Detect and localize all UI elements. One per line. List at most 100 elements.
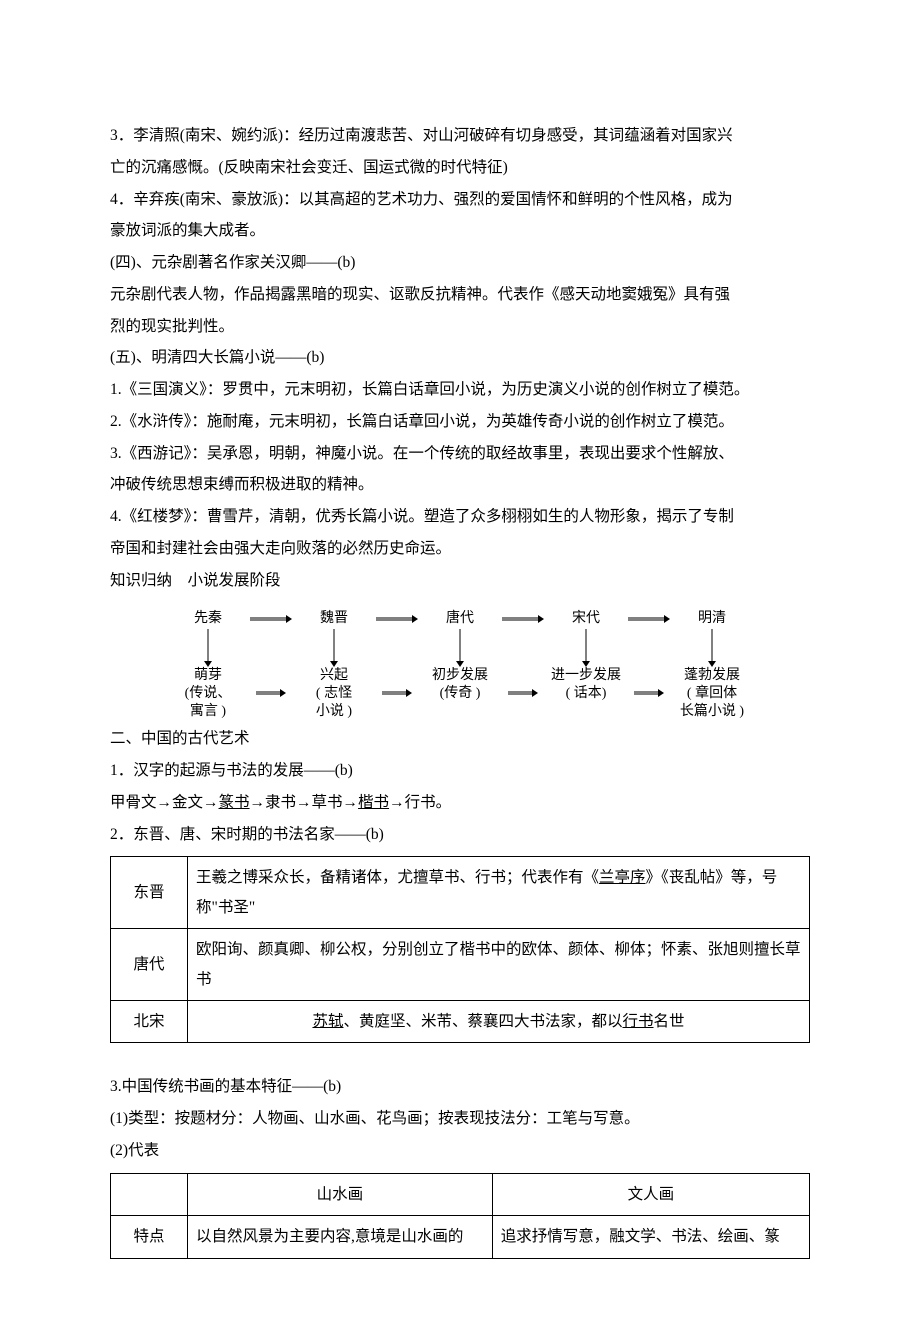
text: 1．汉字的起源与书法的发展——(b) bbox=[110, 762, 353, 779]
novel-evolution-flowchart: 先秦 魏晋 唐代 宋代 明清 bbox=[110, 610, 810, 721]
section-heading: (五)、明清四大长篇小说——(b) bbox=[110, 342, 810, 374]
arrow-down-icon bbox=[674, 629, 750, 667]
paragraph: 4．辛弃疾(南宋、豪放派)：以其高超的艺术功力、强烈的爱国情怀和鲜明的个性风格，… bbox=[110, 184, 810, 216]
flowchart-vertical-arrows bbox=[110, 629, 810, 667]
arrow-right-icon bbox=[256, 689, 286, 699]
underlined-term: 苏轼 bbox=[312, 1013, 343, 1030]
flowchart-node: ( 志怪 bbox=[296, 685, 372, 703]
flowchart-node: ( 章回体 bbox=[674, 685, 750, 703]
flowchart-node: 魏晋 bbox=[296, 610, 372, 628]
text: 4．辛弃疾(南宋、豪放派)：以其高超的艺术功力、强烈的爱国情怀和鲜明的个性风格，… bbox=[110, 191, 733, 208]
text: 3.中国传统书画的基本特征——(b) bbox=[110, 1078, 341, 1095]
text: 元杂剧代表人物，作品揭露黑暗的现实、讴歌反抗精神。代表作《感天动地窦娥冤》具有强 bbox=[110, 286, 730, 303]
content-cell: 追求抒情写意，融文学、书法、绘画、篆 bbox=[492, 1216, 809, 1258]
table-row: 唐代 欧阳询、颜真卿、柳公权，分别创立了楷书中的欧体、颜体、柳体；怀素、张旭则擅… bbox=[111, 929, 810, 1001]
table-row: 北宋 苏轼、黄庭坚、米芾、蔡襄四大书法家，都以行书名世 bbox=[111, 1001, 810, 1043]
flowchart-bottom-row2: (传说、 ( 志怪 (传奇 ) ( 话本) ( 章回体 bbox=[110, 685, 810, 703]
text: 豪放词派的集大成者。 bbox=[110, 222, 265, 239]
arrow-wrap bbox=[498, 689, 548, 699]
dynasty-cell: 北宋 bbox=[111, 1001, 188, 1043]
arrow-down-icon bbox=[548, 629, 624, 667]
paragraph: 1.《三国演义》：罗贯中，元末明初，长篇白话章回小说，为历史演义小说的创作树立了… bbox=[110, 374, 810, 406]
text: 3．李清照(南宋、婉约派)：经历过南渡悲苦、对山河破碎有切身感受，其词蕴涵着对国… bbox=[110, 127, 733, 144]
text: 、黄庭坚、米芾、蔡襄四大书法家，都以 bbox=[343, 1013, 622, 1030]
paragraph: 2．东晋、唐、宋时期的书法名家——(b) bbox=[110, 819, 810, 851]
text: 烈的现实批判性。 bbox=[110, 318, 234, 335]
text: 2．东晋、唐、宋时期的书法名家——(b) bbox=[110, 826, 384, 843]
underlined-term: 行书 bbox=[623, 1013, 654, 1030]
table-row: 特点 以自然风景为主要内容,意境是山水画的 追求抒情写意，融文学、书法、绘画、篆 bbox=[111, 1216, 810, 1258]
text: 帝国和封建社会由强大走向败落的必然历史命运。 bbox=[110, 540, 451, 557]
painting-comparison-table: 山水画 文人画 特点 以自然风景为主要内容,意境是山水画的 追求抒情写意，融文学… bbox=[110, 1173, 810, 1259]
table-row: 山水画 文人画 bbox=[111, 1173, 810, 1215]
arrow-right-icon bbox=[508, 689, 538, 699]
arrow-right-icon bbox=[376, 615, 418, 625]
table-row: 东晋 王羲之博采众长，备精诸体，尤擅草书、行书；代表作有《兰亭序》《丧乱帖》等，… bbox=[111, 857, 810, 929]
section-heading: 二、中国的古代艺术 bbox=[110, 723, 810, 755]
paragraph: 冲破传统思想束缚而积极进取的精神。 bbox=[110, 469, 810, 501]
paragraph: 甲骨文→金文→篆书→隶书→草书→楷书→行书。 bbox=[110, 787, 810, 819]
header-cell bbox=[111, 1173, 188, 1215]
text: 4.《红楼梦》：曹雪芹，清朝，优秀长篇小说。塑造了众多栩栩如生的人物形象，揭示了… bbox=[110, 508, 734, 525]
arrow-down-icon bbox=[170, 629, 246, 667]
arrow-right-icon bbox=[382, 689, 412, 699]
dynasty-cell: 唐代 bbox=[111, 929, 188, 1001]
flowchart-node: (传说、 bbox=[170, 685, 246, 703]
content-cell: 欧阳询、颜真卿、柳公权，分别创立了楷书中的欧体、颜体、柳体；怀素、张旭则擅长草书 bbox=[188, 929, 810, 1001]
content-cell: 苏轼、黄庭坚、米芾、蔡襄四大书法家，都以行书名世 bbox=[188, 1001, 810, 1043]
paragraph: 元杂剧代表人物，作品揭露黑暗的现实、讴歌反抗精神。代表作《感天动地窦娥冤》具有强 bbox=[110, 279, 810, 311]
text: 亡的沉痛感慨。(反映南宋社会变迁、国运式微的时代特征) bbox=[110, 159, 508, 176]
text: (2)代表 bbox=[110, 1142, 159, 1159]
paragraph: 1．汉字的起源与书法的发展——(b) bbox=[110, 755, 810, 787]
paragraph: (1)类型：按题材分：人物画、山水画、花鸟画；按表现技法分：工笔与写意。 bbox=[110, 1103, 810, 1135]
flowchart-node: 宋代 bbox=[548, 610, 624, 628]
header-cell: 文人画 bbox=[492, 1173, 809, 1215]
text: 名世 bbox=[654, 1013, 685, 1030]
text: →隶书→草书→ bbox=[250, 794, 359, 811]
flowchart-node: 寓言 ) bbox=[170, 703, 246, 721]
arrow-down-icon bbox=[296, 629, 372, 667]
text: 1.《三国演义》：罗贯中，元末明初，长篇白话章回小说，为历史演义小说的创作树立了… bbox=[110, 381, 749, 398]
text: 2.《水浒传》：施耐庵，元末明初，长篇白话章回小说，为英雄传奇小说的创作树立了模… bbox=[110, 413, 734, 430]
arrow-right-icon bbox=[250, 615, 292, 625]
paragraph: 3.中国传统书画的基本特征——(b) bbox=[110, 1071, 810, 1103]
text: 3.《西游记》：吴承恩，明朝，神魔小说。在一个传统的取经故事里，表现出要求个性解… bbox=[110, 445, 734, 462]
text: →行书。 bbox=[389, 794, 451, 811]
section-heading: (四)、元杂剧著名作家关汉卿——(b) bbox=[110, 247, 810, 279]
paragraph: (2)代表 bbox=[110, 1135, 810, 1167]
arrow-wrap bbox=[372, 689, 422, 699]
flowchart-node: 唐代 bbox=[422, 610, 498, 628]
arrow-right-icon bbox=[502, 615, 544, 625]
text: (五)、明清四大长篇小说——(b) bbox=[110, 349, 324, 366]
text: 二、中国的古代艺术 bbox=[110, 730, 250, 747]
flowchart-bottom-row1: 萌芽兴起初步发展进一步发展蓬勃发展 bbox=[110, 667, 810, 685]
header-cell: 山水画 bbox=[188, 1173, 493, 1215]
arrow-wrap bbox=[624, 689, 674, 699]
underlined-term: 兰亭序 bbox=[599, 869, 646, 886]
flowchart-node: 兴起 bbox=[296, 667, 372, 685]
paragraph: 3.《西游记》：吴承恩，明朝，神魔小说。在一个传统的取经故事里，表现出要求个性解… bbox=[110, 438, 810, 470]
dynasty-cell: 东晋 bbox=[111, 857, 188, 929]
paragraph: 豪放词派的集大成者。 bbox=[110, 215, 810, 247]
flowchart-node: 长篇小说 ) bbox=[674, 703, 750, 721]
text: (四)、元杂剧著名作家关汉卿——(b) bbox=[110, 254, 355, 271]
arrow-right-icon bbox=[628, 615, 670, 625]
text: 冲破传统思想束缚而积极进取的精神。 bbox=[110, 476, 374, 493]
text: 甲骨文→金文→ bbox=[110, 794, 219, 811]
flowchart-node: 蓬勃发展 bbox=[674, 667, 750, 685]
content-cell: 以自然风景为主要内容,意境是山水画的 bbox=[188, 1216, 493, 1258]
flowchart-node: 明清 bbox=[674, 610, 750, 628]
flowchart-node: 小说 ) bbox=[296, 703, 372, 721]
paragraph: 烈的现实批判性。 bbox=[110, 311, 810, 343]
paragraph: 4.《红楼梦》：曹雪芹，清朝，优秀长篇小说。塑造了众多栩栩如生的人物形象，揭示了… bbox=[110, 501, 810, 533]
flowchart-node: 初步发展 bbox=[422, 667, 498, 685]
calligraphy-masters-table: 东晋 王羲之博采众长，备精诸体，尤擅草书、行书；代表作有《兰亭序》《丧乱帖》等，… bbox=[110, 856, 810, 1043]
text: (1)类型：按题材分：人物画、山水画、花鸟画；按表现技法分：工笔与写意。 bbox=[110, 1110, 640, 1127]
flowchart-top-row: 先秦 魏晋 唐代 宋代 明清 bbox=[110, 610, 810, 628]
paragraph: 3．李清照(南宋、婉约派)：经历过南渡悲苦、对山河破碎有切身感受，其词蕴涵着对国… bbox=[110, 120, 810, 152]
flowchart-node: 萌芽 bbox=[170, 667, 246, 685]
spacer bbox=[110, 1043, 810, 1071]
arrow-right-icon bbox=[634, 689, 664, 699]
arrow-wrap bbox=[246, 689, 296, 699]
flowchart-node: (传奇 ) bbox=[422, 685, 498, 703]
